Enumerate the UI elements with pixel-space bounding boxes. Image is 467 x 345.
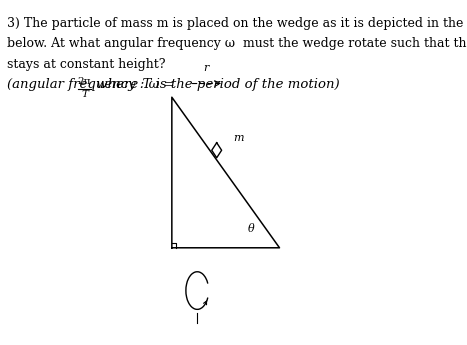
Text: r: r — [204, 63, 209, 73]
Text: 3) The particle of mass m is placed on the wedge as it is depicted in the pictur: 3) The particle of mass m is placed on t… — [7, 17, 467, 30]
Text: m: m — [233, 133, 244, 143]
Text: (angular frequency : ω =: (angular frequency : ω = — [7, 78, 179, 91]
Text: where T is the period of the motion): where T is the period of the motion) — [92, 78, 340, 91]
Text: 2π: 2π — [78, 77, 91, 86]
Text: θ: θ — [248, 224, 255, 234]
Text: below. At what angular frequency ω  must the wedge rotate such that the particle: below. At what angular frequency ω must … — [7, 37, 467, 50]
Text: stays at constant height?: stays at constant height? — [7, 58, 166, 71]
Text: T: T — [81, 90, 88, 99]
